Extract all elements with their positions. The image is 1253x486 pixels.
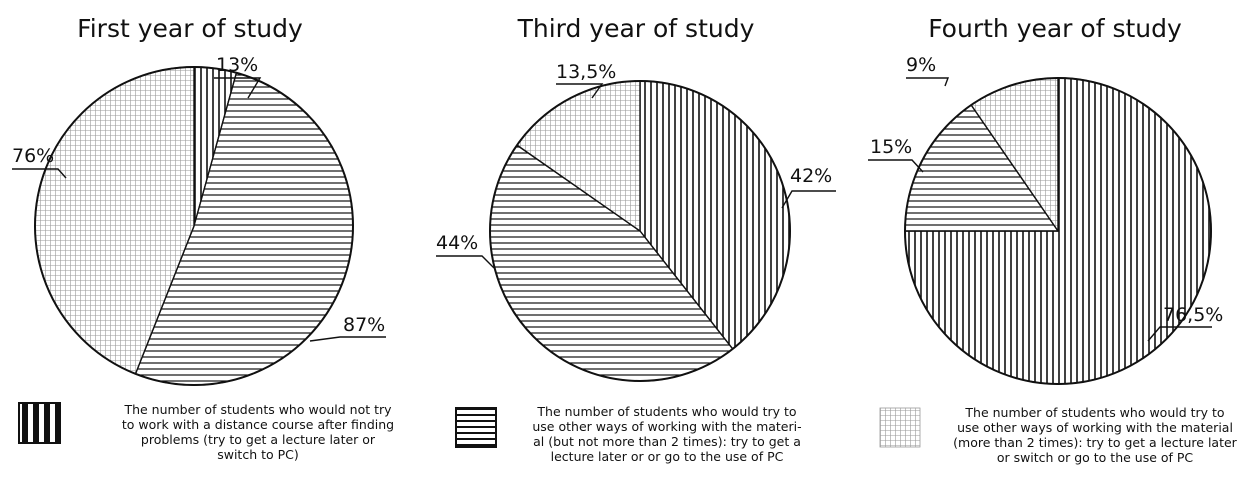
pie-outline <box>34 66 354 386</box>
leader-line <box>1147 326 1212 342</box>
leader-line <box>906 77 950 87</box>
legend-line: lecture later or or go to the use of PC <box>550 449 784 464</box>
legend-text-try_2: The number of students who would try to u… <box>512 404 822 464</box>
chart-title: Third year of study <box>517 14 755 43</box>
legend-swatch-horizontal-lines <box>455 407 497 448</box>
legend-text-more_2: The number of students who would try to u… <box>935 405 1253 465</box>
legend-line: The number of students who would not try <box>124 402 392 417</box>
legend-line: The number of students who would try to <box>537 404 797 419</box>
percent-label: 76% <box>12 145 54 167</box>
percent-label: 76,5% <box>1163 304 1223 326</box>
legend-line: switch to PC) <box>217 447 299 462</box>
leader-line <box>309 336 386 342</box>
legend-line: al (but not more than 2 times): try to g… <box>533 434 801 449</box>
pie-chart-3: Fourth year of study 9% 15% 76,5% <box>868 14 1223 385</box>
legend-line: use other ways of working with the mater… <box>957 420 1233 435</box>
percent-label: 87% <box>343 314 385 336</box>
leader-line <box>436 255 495 269</box>
percent-label: 15% <box>870 136 912 158</box>
percent-label: 44% <box>436 232 478 254</box>
percent-label: 9% <box>906 54 936 76</box>
leader-line <box>556 83 604 99</box>
pie-chart-2: Third year of study 13,5% 42% 44% <box>436 14 836 382</box>
legend-line: use other ways of working with the mater… <box>532 419 802 434</box>
percent-label: 42% <box>790 165 832 187</box>
leader-line <box>12 168 67 179</box>
leader-line <box>214 77 262 99</box>
chart-title: First year of study <box>77 14 303 43</box>
legend-line: to work with a distance course after fin… <box>121 417 395 432</box>
legend-line: problems (try to get a lecture later or <box>140 432 376 447</box>
pie-outline <box>489 80 791 382</box>
legend-swatch-grid <box>879 407 921 448</box>
leader-line <box>781 190 836 209</box>
leader-line <box>868 159 924 173</box>
percent-label: 13,5% <box>556 61 616 83</box>
legend-line: (more than 2 times): try to get a lectur… <box>953 435 1237 450</box>
legend-swatch-vertical-lines <box>18 402 61 444</box>
chart-title: Fourth year of study <box>928 14 1182 43</box>
legend-line: or switch or go to the use of PC <box>996 450 1194 465</box>
percent-label: 13% <box>216 54 258 76</box>
pie-outline <box>904 77 1212 385</box>
legend-text-not_try: The number of students who would not try… <box>108 402 408 462</box>
legend-line: The number of students who would try to <box>965 405 1225 420</box>
pie-chart-1: First year of study 13% 76% 87% <box>12 14 386 386</box>
